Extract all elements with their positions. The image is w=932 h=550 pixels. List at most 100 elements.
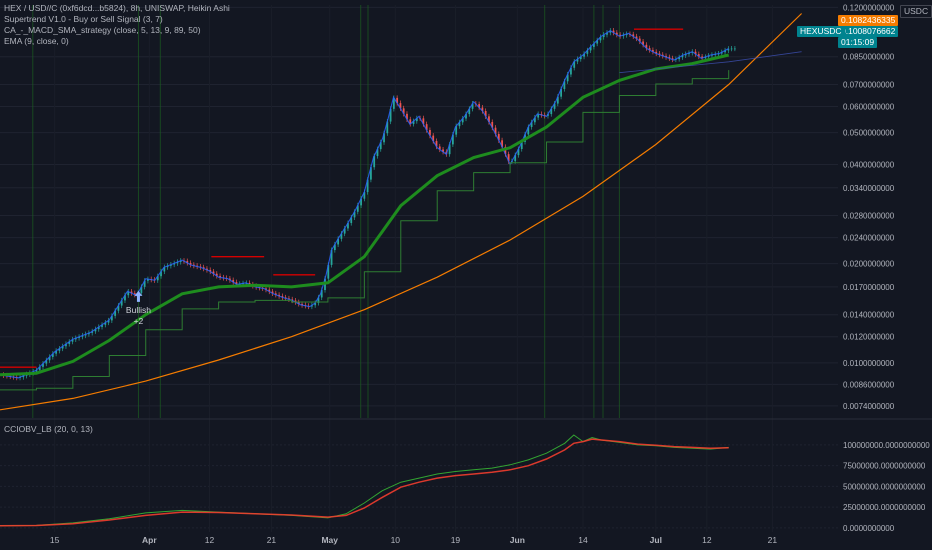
candle-body <box>461 118 464 123</box>
oscillator-tick-label: 50000000.0000000000 <box>843 482 926 491</box>
candle-body <box>379 142 382 150</box>
price-tick-label: 0.0240000000 <box>843 234 895 243</box>
candle-body <box>733 48 736 50</box>
candle-body <box>350 217 353 224</box>
currency-label[interactable]: USDC <box>900 5 932 18</box>
candle-body <box>478 104 481 108</box>
candle-body <box>665 55 667 58</box>
candle-body <box>468 108 471 115</box>
candle-body <box>533 117 536 123</box>
candle-body <box>22 375 25 378</box>
candle-body <box>310 305 313 307</box>
candle-body <box>212 271 215 274</box>
candle-body <box>576 59 579 62</box>
candle-body <box>570 67 572 75</box>
candle-body <box>376 149 379 157</box>
candle-body <box>432 135 435 142</box>
legend-ema[interactable]: EMA (9, close, 0) <box>4 36 69 46</box>
candle-body <box>694 51 697 55</box>
candle-body <box>337 238 340 245</box>
candle-body <box>661 54 664 56</box>
candle-body <box>655 51 658 54</box>
candle-body <box>442 149 444 152</box>
candle-body <box>110 315 113 321</box>
time-axis[interactable]: 15 Apr 12 21 May 10 19 Jun 14 Jul 12 21 <box>50 535 777 545</box>
candle-body <box>65 343 67 347</box>
symbol-badge[interactable]: HEXUSDC <box>797 26 845 37</box>
candle-body <box>55 350 58 354</box>
candle-body <box>635 36 638 39</box>
candle-body <box>615 32 618 35</box>
symbol-title[interactable]: HEX / USD//C (0xf6dcd...b5824), 8h, UNIS… <box>4 3 230 13</box>
candle-body <box>248 282 251 285</box>
candle-body <box>130 291 133 294</box>
candle-body <box>268 289 271 292</box>
candle-body <box>592 43 595 47</box>
indicator-overlays <box>0 13 803 411</box>
candle-body <box>347 223 349 229</box>
candle-body <box>448 144 451 155</box>
candle-body <box>124 295 126 301</box>
candle-body <box>602 34 605 38</box>
candle-body <box>235 282 238 285</box>
candle-body <box>71 339 74 342</box>
candle-body <box>612 30 615 33</box>
candle-body <box>730 48 733 50</box>
candle-body <box>652 50 654 52</box>
candle-body <box>104 322 107 325</box>
candle-body <box>133 293 136 295</box>
grid-lines <box>0 5 838 532</box>
bullish-annotation: Bullish+2 <box>126 290 151 326</box>
legend-macd-strategy[interactable]: CA_-_MACD_SMA_strategy (close, 5, 13, 9,… <box>4 25 201 35</box>
candle-body <box>176 261 179 264</box>
candle-body <box>451 134 454 145</box>
candle-body <box>58 348 61 351</box>
candle-body <box>232 280 235 283</box>
oscillator-tick-label: 25000000.0000000000 <box>843 503 926 512</box>
candle-body <box>370 167 372 180</box>
candle-body <box>120 300 123 306</box>
candle-body <box>409 119 412 124</box>
candle-body <box>681 55 684 58</box>
candle-body <box>648 48 651 51</box>
oscillator-axis[interactable]: 100000000.0000000000 75000000.0000000000 5… <box>843 441 930 533</box>
candle-body <box>422 118 425 125</box>
candle-body <box>366 179 369 193</box>
price-tick-label: 0.0850000000 <box>843 53 895 62</box>
candle-body <box>507 154 510 162</box>
candle-body <box>297 302 300 304</box>
candle-body <box>68 341 71 344</box>
candle-body <box>481 107 484 111</box>
candle-body <box>727 48 730 51</box>
candle-body <box>301 303 303 306</box>
candle-body <box>114 310 117 316</box>
time-tick-label: Apr <box>142 535 157 545</box>
price-tick-label: 0.0400000000 <box>843 161 895 170</box>
legend-supertrend[interactable]: Supertrend V1.0 - Buy or Sell Signal (3,… <box>4 14 163 24</box>
candle-body <box>61 346 64 349</box>
candle-body <box>97 326 100 330</box>
price-axis[interactable]: 0.1200000000 0.0850000000 0.0700000000 0.06… <box>843 3 895 411</box>
oscillator-tick-label: 0.0000000000 <box>843 524 895 533</box>
candle-body <box>173 263 176 265</box>
candle-body <box>169 264 172 266</box>
candle-body <box>147 279 149 281</box>
price-tag-teal: 0.1008076662 <box>838 26 899 37</box>
candle-body <box>389 108 392 122</box>
price-tick-label: 0.0086000000 <box>843 380 895 389</box>
candle-body <box>668 57 671 59</box>
candle-body <box>642 41 644 45</box>
candle-body <box>520 141 523 150</box>
candle-body <box>392 97 395 109</box>
legend-cciobv[interactable]: CCIOBV_LB (20, 0, 13) <box>4 424 93 434</box>
candle-body <box>563 81 566 89</box>
price-tick-label: 0.0170000000 <box>843 283 895 292</box>
candle-body <box>619 34 622 37</box>
candle-body <box>583 53 585 57</box>
candle-body <box>720 52 723 54</box>
candle-body <box>697 54 700 57</box>
price-tick-label: 0.0340000000 <box>843 184 895 193</box>
candle-body <box>438 146 441 150</box>
